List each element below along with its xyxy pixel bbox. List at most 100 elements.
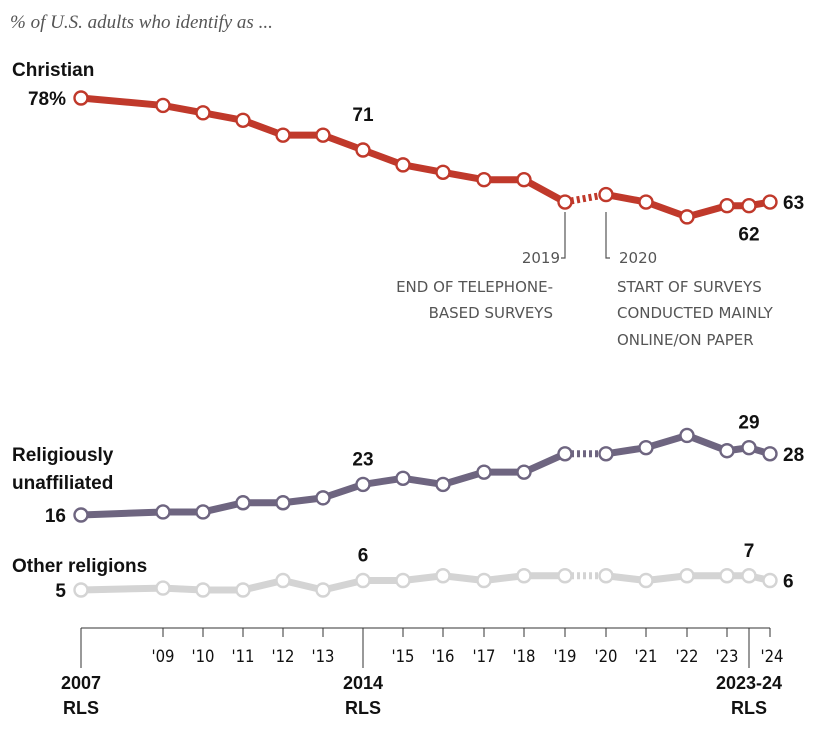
point-other-religions-2015 [395, 572, 411, 589]
point-other-religions-2009 [155, 580, 171, 596]
point-christian-2007 [73, 90, 89, 106]
data-label-other-religions-2007: 5 [55, 581, 66, 602]
point-other-religions-2017 [476, 572, 492, 589]
chart-subtitle: % of U.S. adults who identify as ... [10, 12, 273, 33]
rls-2007-year: 2007 [61, 673, 101, 693]
data-label-other-religions-2023-24: 7 [744, 541, 755, 562]
point-unaffiliated-2012 [275, 495, 291, 511]
point-unaffiliated-2013 [315, 490, 331, 506]
point-unaffiliated-2023-24 [741, 439, 757, 456]
x-tick-label-2015: '15 [392, 647, 415, 666]
x-tick-label-2013: '13 [312, 647, 335, 666]
point-christian-2011 [235, 112, 251, 128]
rls-2023-24-year: 2023-24 [716, 673, 782, 693]
series-line-christian-pre-2019 [77, 94, 569, 206]
data-label-other-religions-2024: 6 [783, 572, 794, 593]
point-other-religions-2019 [557, 568, 573, 584]
annotation-2020-year: 2020 [619, 249, 657, 267]
x-tick-label-2024: '24 [761, 647, 784, 666]
x-tick-label-2009: '09 [152, 647, 175, 666]
x-tick-label-2023: '23 [716, 647, 739, 666]
point-unaffiliated-2023 [719, 443, 735, 459]
point-christian-2019 [557, 194, 573, 210]
point-unaffiliated-2015 [395, 470, 411, 486]
point-other-religions-2023 [719, 568, 735, 584]
point-christian-2018 [516, 172, 532, 188]
x-tick-label-2010: '10 [192, 647, 215, 666]
point-christian-2022 [679, 209, 695, 225]
point-other-religions-2010 [195, 582, 211, 598]
series-title-other-religions: Other religions [12, 556, 147, 577]
data-label-christian-2023-24: 62 [738, 225, 759, 246]
point-unaffiliated-2017 [476, 464, 492, 480]
point-christian-2010 [195, 105, 211, 121]
x-tick-label-2020: '20 [595, 647, 618, 666]
point-unaffiliated-2018 [516, 464, 532, 480]
point-unaffiliated-2022 [679, 427, 695, 444]
point-other-religions-2020 [598, 568, 614, 584]
annotation-2020-line-3: ONLINE/ON PAPER [617, 331, 754, 349]
x-tick-label-2011: '11 [232, 647, 255, 666]
point-other-religions-2014 [355, 572, 371, 589]
rls-2007-sub: RLS [63, 698, 99, 718]
point-other-religions-2018 [516, 568, 532, 584]
annotation-2019-connector [561, 212, 566, 259]
x-tick-label-2012: '12 [272, 647, 295, 666]
point-christian-2009 [155, 97, 171, 114]
rls-2014-sub: RLS [345, 698, 381, 718]
point-christian-2021 [638, 194, 654, 210]
point-unaffiliated-2010 [195, 504, 211, 520]
point-other-religions-2012 [275, 572, 291, 589]
point-unaffiliated-2014 [355, 476, 371, 493]
point-other-religions-2022 [679, 568, 695, 584]
x-tick-label-2016: '16 [432, 647, 455, 666]
point-christian-2023-24 [741, 198, 757, 214]
point-other-religions-2007 [73, 582, 89, 598]
annotation-2019-line-1: END OF TELEPHONE- [396, 278, 553, 296]
point-christian-2016 [435, 164, 451, 181]
annotation-2019-year: 2019 [522, 249, 560, 267]
point-christian-2020 [598, 186, 614, 203]
point-unaffiliated-2007 [73, 507, 89, 523]
rls-2023-24-sub: RLS [731, 698, 767, 718]
point-other-religions-2021 [638, 572, 654, 589]
point-unaffiliated-2019 [557, 446, 573, 462]
point-other-religions-2011 [235, 582, 251, 598]
point-other-religions-2013 [315, 582, 331, 598]
series-title-christian: Christian [12, 60, 94, 81]
annotations: 2019 END OF TELEPHONE- BASED SURVEYS 202… [396, 212, 774, 349]
series-line-unaffiliated-pre-2019 [77, 450, 569, 519]
x-tick-label-2021: '21 [635, 647, 658, 666]
data-label-unaffiliated-2023-24: 29 [738, 413, 759, 434]
series-title-unaffiliated-line-1: Religiously [12, 445, 114, 466]
point-christian-2015 [395, 157, 411, 173]
data-label-christian-2014: 71 [352, 105, 374, 126]
point-other-religions-2023-24 [741, 568, 757, 584]
point-other-religions-2024 [762, 572, 778, 589]
series-group: 78% 71 62 63 16 23 29 28 5 6 7 6 [28, 89, 804, 602]
x-tick-label-2022: '22 [676, 647, 699, 666]
data-label-christian-2007: 78% [28, 89, 66, 110]
data-label-unaffiliated-2014: 23 [352, 449, 373, 470]
point-unaffiliated-2016 [435, 476, 451, 493]
point-unaffiliated-2024 [762, 446, 778, 462]
point-christian-2023 [719, 198, 735, 214]
data-label-christian-2024: 63 [783, 193, 804, 214]
series-title-unaffiliated-line-2: unaffiliated [12, 473, 113, 494]
data-label-unaffiliated-2024: 28 [783, 445, 804, 466]
x-axis: '09 '10 '11 '12 '13 '15 '16 '17 '18 '19 '20 '21 '22 '… [80, 627, 784, 668]
rls-2014-year: 2014 [343, 673, 383, 693]
point-christian-2017 [476, 172, 492, 188]
annotation-2020-line-2: CONDUCTED MAINLY [617, 304, 774, 322]
annotation-2020-line-1: START OF SURVEYS [617, 278, 762, 296]
point-unaffiliated-2009 [155, 504, 171, 520]
point-christian-2013 [315, 127, 331, 143]
point-unaffiliated-2021 [638, 439, 654, 456]
annotation-2019-line-2: BASED SURVEYS [429, 304, 553, 322]
data-label-other-religions-2014: 6 [358, 546, 369, 567]
point-christian-2012 [275, 127, 291, 143]
point-other-religions-2016 [435, 568, 451, 584]
point-christian-2024 [762, 194, 778, 210]
x-tick-label-2018: '18 [513, 647, 536, 666]
data-label-unaffiliated-2007: 16 [45, 506, 66, 527]
